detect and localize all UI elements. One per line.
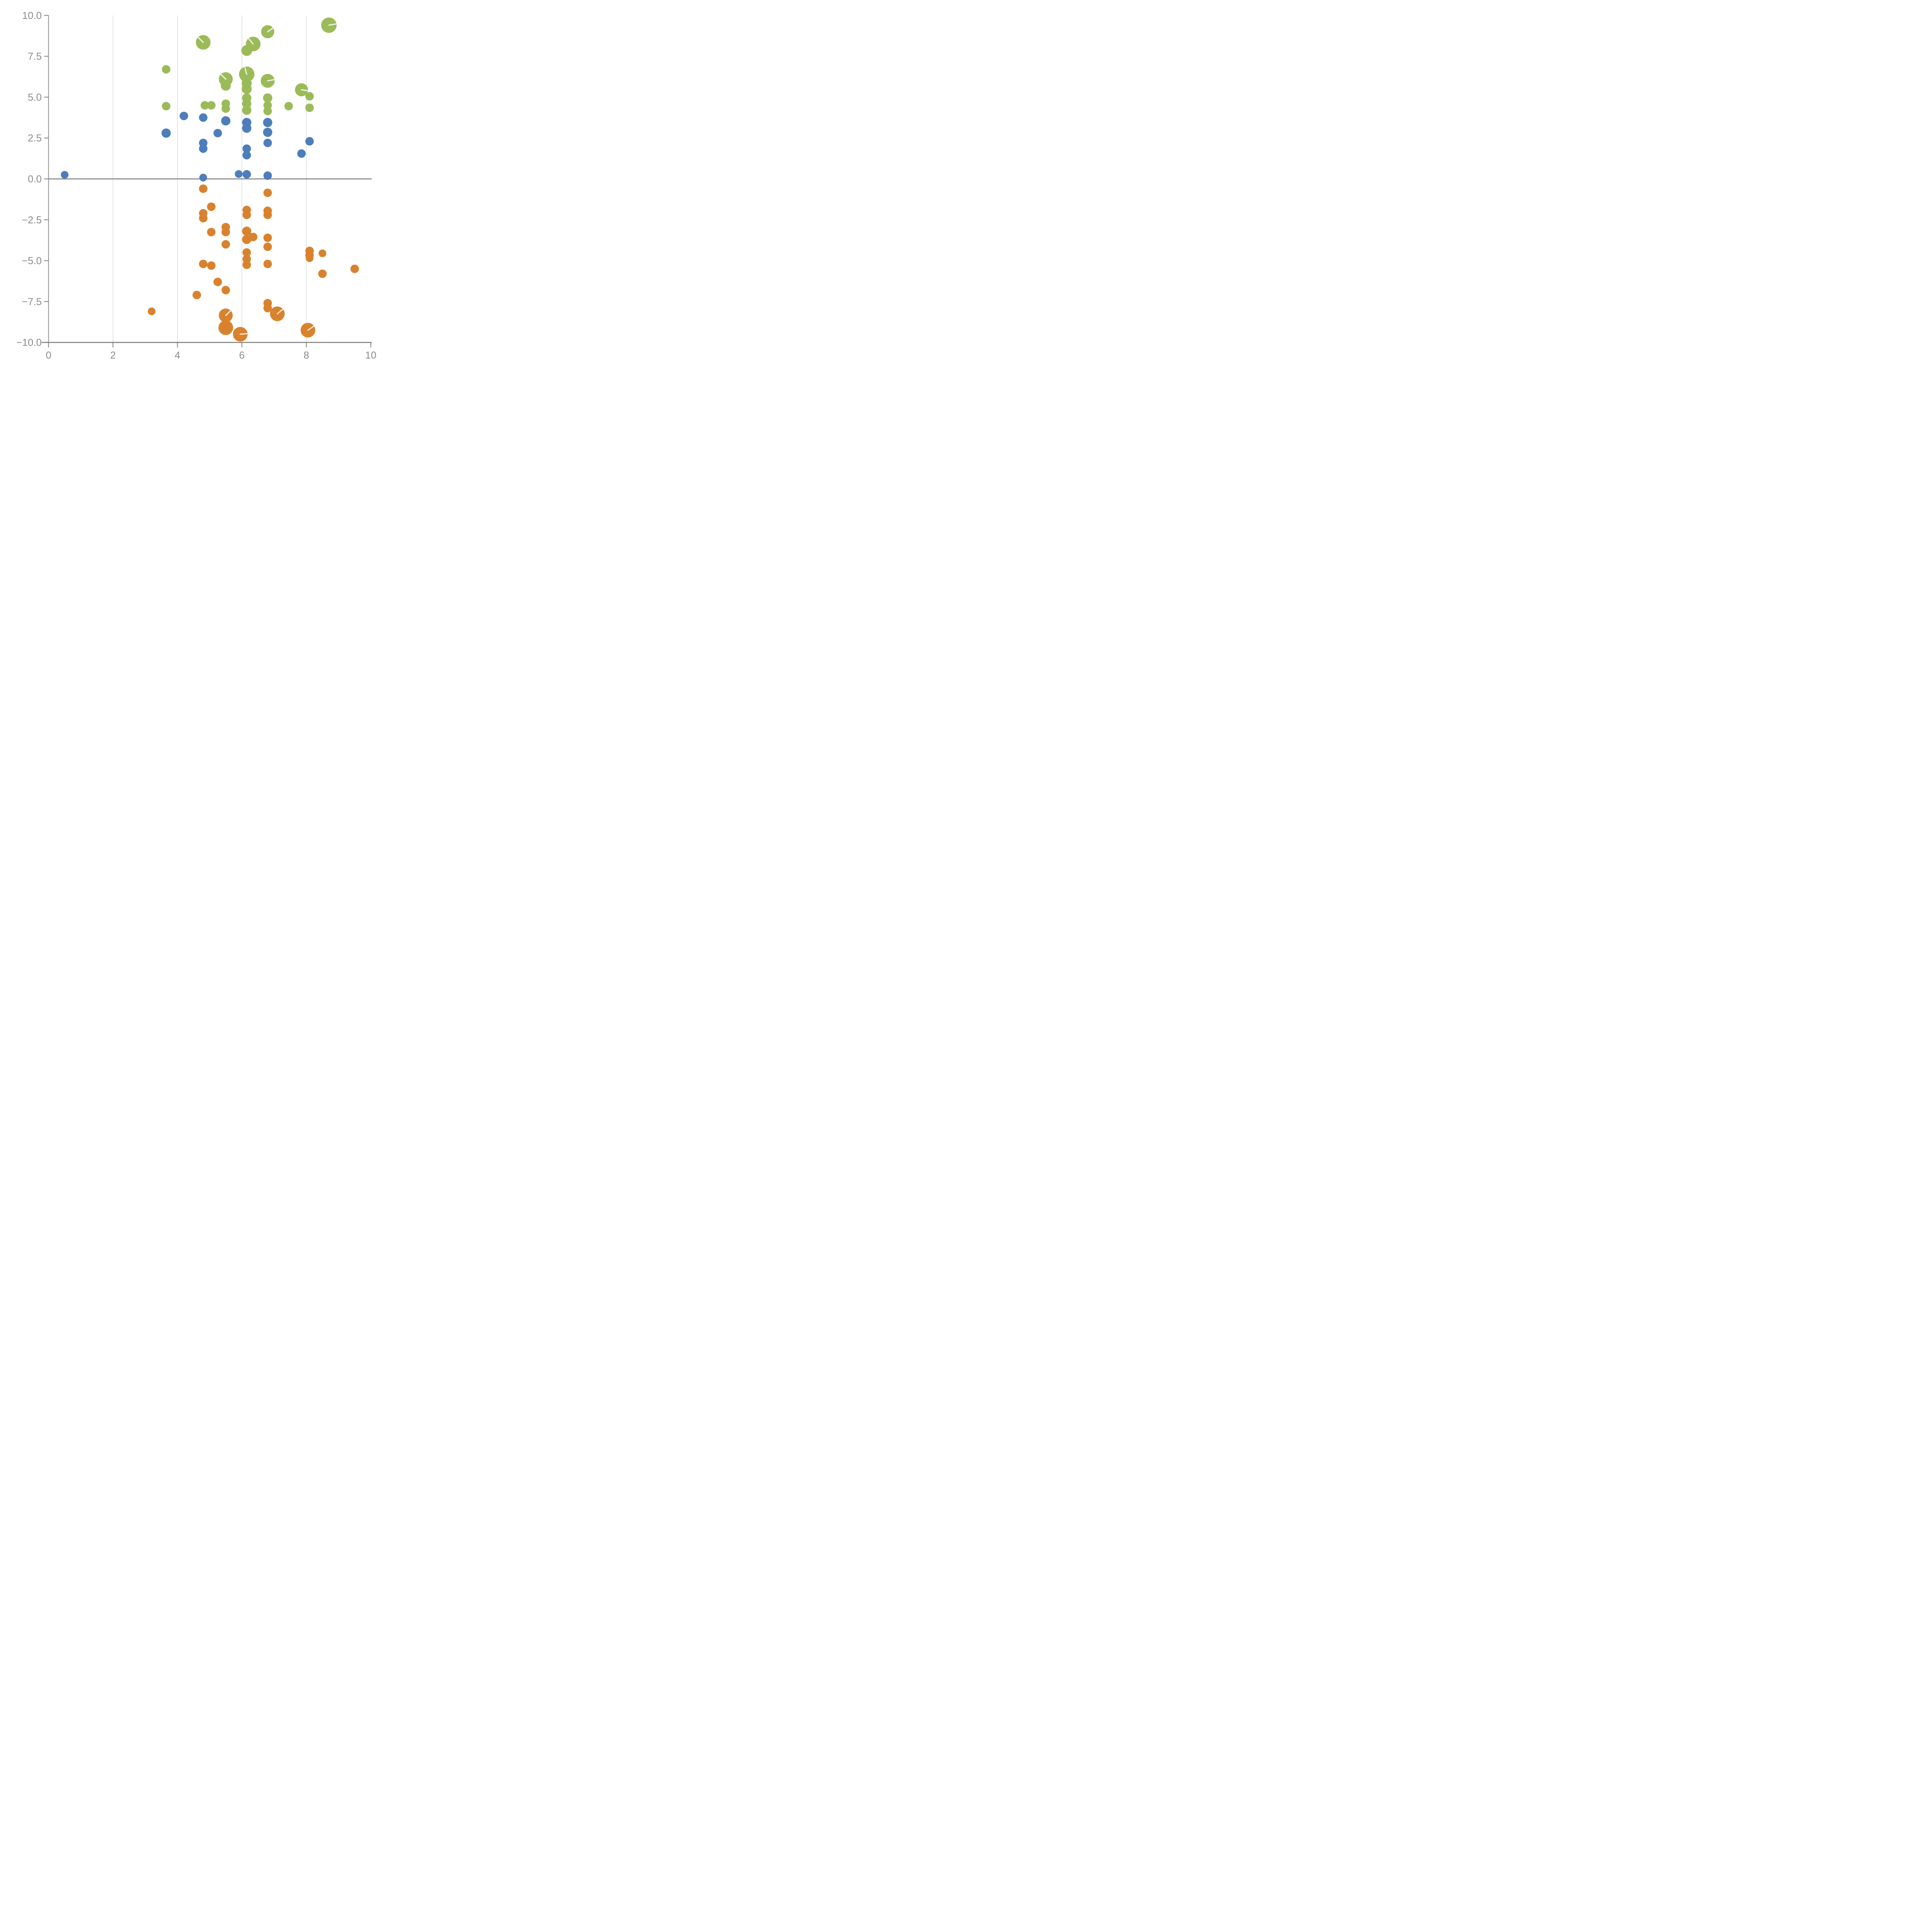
bubble-blue <box>179 112 188 121</box>
bubble-slash-mark <box>277 309 283 315</box>
bubble-blue <box>199 144 207 153</box>
bubble-orange <box>318 249 327 257</box>
bubble-blue <box>162 128 171 138</box>
bubble-slash-mark <box>240 333 248 335</box>
y-tick-label: −7.5 <box>22 296 42 307</box>
y-tick-label: 5.0 <box>28 91 42 103</box>
y-tick-label: 10.0 <box>22 10 42 21</box>
x-tick-label: 10 <box>365 349 376 361</box>
bubble-orange <box>263 304 272 313</box>
bubble-green <box>162 65 171 74</box>
y-tick-label: −2.5 <box>22 214 42 226</box>
bubble-slash-mark <box>267 79 275 82</box>
y-tick-label: 2.5 <box>28 132 42 144</box>
bubble-green <box>221 104 230 113</box>
bubble-blue <box>61 171 69 179</box>
bubble-green <box>263 107 272 116</box>
x-tick-label: 4 <box>175 349 180 361</box>
bubble-slash-mark <box>307 325 314 331</box>
bubble-green <box>221 80 231 91</box>
bubble-orange <box>242 226 252 236</box>
bubble-green <box>305 92 314 101</box>
y-tick-label: 7.5 <box>28 51 42 62</box>
x-tick-label: 0 <box>46 349 51 361</box>
bubble-orange <box>207 202 216 211</box>
y-tick-label: −5.0 <box>22 255 42 267</box>
bubble-slash-mark <box>221 74 226 80</box>
x-tick-label: 8 <box>304 349 309 361</box>
bubble-slash-mark <box>248 38 254 45</box>
scatter-plot-canvas: 10.0 7.5 5.0 2.5 0.0 −2.5 −5.0 −7.5 −10.0 0 2 4 6 8 10 <box>0 0 386 386</box>
x-tick-label: 6 <box>239 349 245 361</box>
bubble-orange <box>318 269 327 278</box>
bubble-green <box>284 102 293 111</box>
bubble-orange <box>207 228 216 236</box>
bubble-orange <box>263 242 272 251</box>
bubble-blue <box>199 173 207 182</box>
bubble-green <box>207 101 216 110</box>
bubble-slash-mark <box>328 23 337 26</box>
x-tick-label: 2 <box>110 349 116 361</box>
bubble-green <box>201 101 209 110</box>
bubble-orange <box>221 240 230 249</box>
bubble-orange <box>218 320 233 335</box>
bubble-blue <box>242 123 252 133</box>
bubble-green <box>242 84 252 94</box>
bubble-blue <box>235 170 243 178</box>
bubble-green <box>242 99 252 109</box>
bubble-blue <box>305 137 314 146</box>
bubble-green <box>263 93 272 103</box>
bubble-blue <box>242 144 251 153</box>
bubble-orange <box>148 307 156 315</box>
bubble-orange <box>306 254 314 262</box>
bubble-blue <box>242 151 251 160</box>
bubble-blue <box>263 117 272 127</box>
bubble-blue <box>297 149 306 158</box>
bubble-blue <box>213 129 222 138</box>
bubble-orange <box>263 188 272 197</box>
bubble-orange <box>249 233 258 242</box>
bubble-slash-mark <box>244 66 248 75</box>
bubble-orange <box>199 184 207 193</box>
bubble-blue <box>263 138 272 147</box>
bubble-slash-mark <box>225 310 231 316</box>
bubble-orange <box>213 277 222 286</box>
bubble-orange <box>263 233 272 242</box>
bubble-green <box>242 105 252 115</box>
bubble-orange <box>242 211 251 219</box>
bubble-scatter-chart: 10.0 7.5 5.0 2.5 0.0 −2.5 −5.0 −7.5 −10.0 0 2 4 6 8 10 <box>16 10 376 361</box>
bubble-orange <box>350 264 359 273</box>
bubble-green <box>241 45 252 56</box>
bubble-orange <box>192 291 201 299</box>
bubble-blue <box>263 171 272 180</box>
bubble-orange <box>199 260 207 269</box>
bubble-green <box>162 102 171 111</box>
bubble-orange <box>221 228 230 236</box>
bubble-orange <box>221 286 230 294</box>
bubble-green <box>305 103 314 112</box>
bubble-orange <box>242 260 251 269</box>
bubble-orange <box>242 248 251 257</box>
y-tick-label: −10.0 <box>16 337 42 348</box>
bubble-orange <box>207 261 216 270</box>
y-tick-label: 0.0 <box>28 173 42 185</box>
bubble-blue <box>221 116 231 126</box>
bubble-orange <box>263 211 272 219</box>
bubble-slash-mark <box>267 27 274 32</box>
bubble-blue <box>242 170 251 179</box>
bubble-slash-mark <box>198 37 204 43</box>
bubble-orange <box>263 260 272 269</box>
bubble-orange <box>199 214 207 223</box>
bubble-blue <box>199 113 207 122</box>
bubble-blue <box>263 128 272 137</box>
